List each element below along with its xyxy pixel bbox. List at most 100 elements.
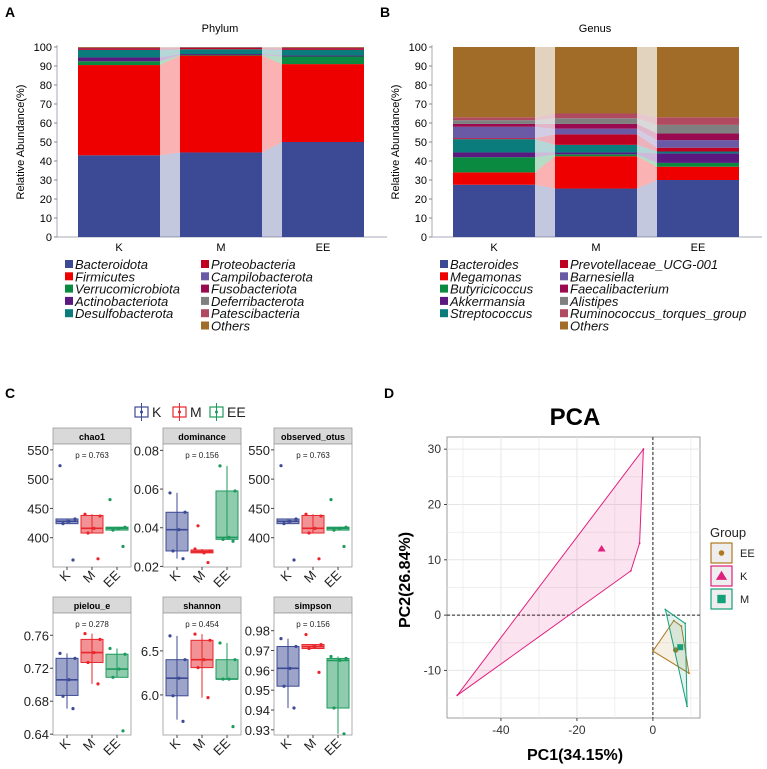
facet-chao1: chao1 p = 0.763 400 450 500 550 K M EE	[27, 427, 132, 590]
flow-connector-faecalibacterium	[637, 123, 657, 141]
x-tick-label: M	[591, 242, 600, 254]
flow-connector-alistipes	[535, 118, 555, 124]
y-tick-label: 500	[248, 472, 270, 487]
flow-connector-barnesiella	[637, 128, 657, 148]
y-tick-label: 70	[415, 99, 427, 111]
sample-point	[642, 448, 645, 451]
bar-segment-verrucomicrobiota-ee	[282, 56, 364, 65]
x-tick-label: K	[166, 567, 183, 584]
x-tick-label: K	[56, 567, 73, 584]
bar-segment-akkermansia-m	[555, 152, 637, 155]
bar-segment-barnesiella-m	[555, 128, 637, 135]
y-tick-label: 100	[409, 42, 427, 54]
box	[215, 659, 239, 680]
flow-connector-streptococcus	[535, 139, 555, 153]
data-point	[202, 551, 206, 555]
y-tick-label: 100	[34, 42, 52, 54]
data-point	[279, 464, 283, 468]
legend-swatch	[201, 296, 209, 305]
y-tick-label: -10	[424, 663, 442, 677]
data-point	[181, 557, 185, 561]
data-point	[231, 539, 235, 543]
bar-segment-desulfobacterota-ee	[282, 49, 364, 56]
data-point	[344, 656, 348, 661]
p-value-label: p = 0.763	[296, 451, 330, 460]
facet-title: chao1	[79, 432, 105, 442]
flow-connector-fusobacteriota	[160, 47, 180, 49]
data-point	[73, 656, 77, 660]
x-tick-label: K	[277, 735, 294, 752]
plot-area	[446, 436, 701, 719]
data-point	[294, 517, 298, 521]
legend-dot	[140, 410, 143, 414]
flow-connector-firmicutes	[160, 55, 180, 156]
flow-connector-butyricicoccus	[535, 154, 555, 173]
y-tick-label: 0.64	[24, 727, 49, 742]
legend-swatch	[65, 272, 73, 281]
legend-item-m: M	[172, 403, 202, 421]
bar-segment-firmicutes-k	[78, 65, 160, 156]
legend-swatch	[440, 260, 448, 268]
legend-circle-icon	[718, 550, 725, 556]
bar-segment-faecalibacterium-m	[555, 123, 637, 129]
legend-label: Patescibacteria	[211, 306, 300, 321]
flow-connector-campilobacterota	[262, 47, 282, 49]
bar-segment-others-k	[453, 47, 535, 118]
flow-connector-others	[262, 47, 282, 48]
data-point	[206, 695, 210, 700]
data-point	[111, 528, 115, 532]
bar-segment-prevotellaceae_ucg-001-m	[555, 134, 637, 145]
data-point	[227, 535, 231, 540]
bar-segment-megamonas-m	[555, 156, 637, 189]
y-tick-label: 60	[415, 118, 427, 130]
chart-title: PCA	[550, 404, 601, 431]
legend-label: Others	[570, 319, 610, 334]
centroid-marker	[597, 544, 606, 552]
y-tick-label: 0.08	[134, 443, 159, 458]
sample-point	[680, 625, 683, 628]
legend-swatch	[440, 296, 448, 305]
data-point	[342, 732, 346, 736]
x-tick-label: K	[490, 242, 498, 254]
legend-dot	[215, 410, 218, 414]
y-tick-label: 40	[40, 156, 52, 168]
sample-point	[684, 622, 687, 625]
x-tick-label: EE	[210, 735, 233, 758]
bar-segment-barnesiella-ee	[657, 140, 739, 148]
facet-pielou-e: pielou_ep = 0.278 0.64 0.68 0.72 0.76 K M EE	[24, 596, 132, 758]
y-tick-label: 550	[248, 443, 270, 458]
box-m	[80, 512, 104, 561]
box	[165, 511, 189, 552]
y-tick-label: 80	[415, 80, 427, 92]
flow-connector-proteobacteria	[262, 47, 282, 50]
y-tick-label: 70	[40, 99, 52, 111]
data-point	[96, 557, 100, 561]
legend-label: K	[740, 571, 748, 583]
bar-segment-verrucomicrobiota-k	[78, 61, 160, 66]
panel-a: A Phylum Relative Abundance(%) 0 10 20 30 40 50 6…	[5, 4, 387, 334]
flow-connector-desulfobacterota	[160, 49, 180, 58]
x-tick-label: M	[216, 242, 225, 254]
data-point	[67, 519, 71, 523]
legend-label: Desulfobacterota	[75, 306, 173, 321]
legend-label: Campilobacterota	[211, 269, 313, 284]
y-tick-label: 20	[415, 194, 427, 206]
x-tick-label: EE	[321, 567, 344, 590]
legend-label: Deferribacterota	[211, 294, 304, 309]
bar-segment-ruminococcus_torques_group-k	[453, 117, 535, 121]
chart-title: Genus	[579, 23, 612, 35]
bar-segment-others-ee	[657, 47, 739, 118]
legend-label: EE	[740, 548, 755, 560]
legend-label: Ruminococcus_torques_group	[570, 306, 746, 321]
bar-segment-alistipes-m	[555, 118, 637, 124]
y-tick-label: 0.98	[245, 624, 270, 639]
y-tick-label: 0.04	[134, 521, 159, 536]
legend-label: Bacteroides	[450, 257, 519, 272]
sample-point	[629, 569, 632, 572]
data-point	[202, 658, 206, 662]
y-tick-label: 50	[40, 137, 52, 149]
y-tick-label: 0.72	[24, 661, 49, 676]
x-tick-label: EE	[321, 735, 344, 758]
flow-connector-faecalibacterium	[535, 123, 555, 129]
y-tick-label: 550	[27, 443, 49, 458]
